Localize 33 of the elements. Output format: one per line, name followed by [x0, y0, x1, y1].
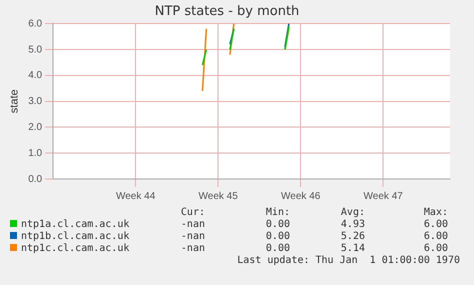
text: Max: [424, 207, 448, 218]
legend-label: ntp1c.cl.cam.ac.uk [20, 243, 130, 255]
text: Min: [266, 207, 290, 218]
text: 6.00 [424, 243, 448, 254]
x-tick-label: Week 46 [281, 190, 321, 202]
y-axis-title: state [8, 89, 21, 114]
text: 5.14 [340, 243, 365, 254]
text: Avg: [340, 207, 365, 218]
text: -nan [180, 243, 205, 254]
text: 0.00 [266, 231, 290, 242]
text: 6.00 [424, 219, 448, 230]
text: 5.26 [340, 231, 365, 242]
y-tick-label: 6.0 [28, 18, 43, 30]
y-tick-label: 1.0 [28, 148, 43, 159]
text: Last update: Thu Jan 1 01:00:00 1970 [237, 255, 460, 266]
text: 6.00 [424, 231, 448, 242]
text: -nan [180, 231, 205, 242]
chart-title: NTP states - by month [154, 4, 300, 20]
legend-label: ntp1b.cl.cam.ac.uk [20, 231, 130, 243]
text: 0.00 [266, 219, 290, 230]
text: 4.93 [340, 219, 365, 230]
y-tick-label: 5.0 [28, 44, 43, 56]
text: 0.00 [266, 243, 290, 254]
text: Cur: [180, 207, 205, 218]
x-tick-label: Week 47 [364, 190, 404, 202]
y-tick-label: 2.0 [28, 122, 43, 133]
y-tick-label: 3.0 [28, 96, 43, 108]
y-tick-label: 0.0 [28, 174, 43, 185]
text: -nan [180, 219, 205, 230]
x-tick-label: Week 44 [116, 190, 156, 202]
y-tick-label: 4.0 [28, 70, 43, 82]
x-tick-label: Week 45 [198, 190, 238, 202]
legend-label: ntp1a.cl.cam.ac.uk [20, 219, 130, 231]
